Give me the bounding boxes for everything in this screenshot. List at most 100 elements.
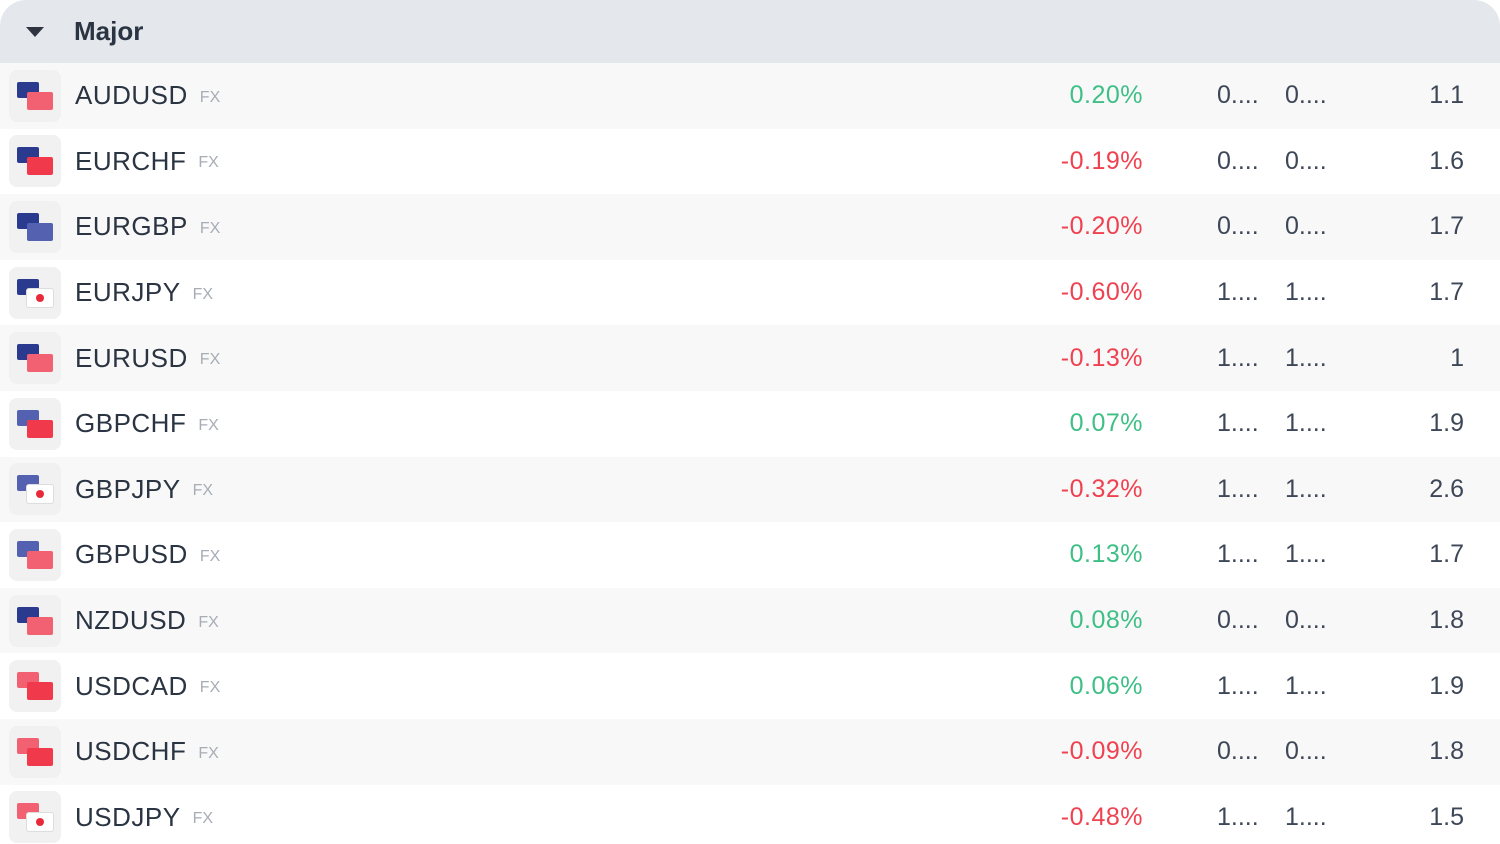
bid-price: 0.... <box>1217 81 1259 110</box>
symbol: GBPUSD <box>75 539 188 570</box>
spread: 2.6 <box>1429 474 1464 503</box>
asset-type-tag: FX <box>192 482 214 500</box>
currency-pair-flag-icon <box>9 266 61 319</box>
symbol: EURUSD <box>75 342 188 373</box>
bid-price: 0.... <box>1217 146 1259 175</box>
currency-pair-flag-icon <box>9 791 61 844</box>
instrument-row[interactable]: GBPJPY FX -0.32% 1.... 1.... 2.6 <box>0 456 1500 523</box>
currency-pair-flag-icon <box>9 528 61 581</box>
instrument-row[interactable]: USDCAD FX 0.06% 1.... 1.... 1.9 <box>0 653 1500 719</box>
change-percent: 0.06% <box>1069 671 1143 700</box>
asset-type-tag: FX <box>198 154 219 172</box>
instrument-row[interactable]: EURUSD FX -0.13% 1.... 1.... 1 <box>0 325 1500 391</box>
change-percent: -0.09% <box>1060 737 1143 766</box>
bid-price: 1.... <box>1217 343 1259 372</box>
spread: 1.9 <box>1429 671 1464 700</box>
instrument-row[interactable]: AUDUSD FX 0.20% 0.... 0.... 1.1 <box>0 63 1500 129</box>
instrument-row[interactable]: GBPUSD FX 0.13% 1.... 1.... 1.7 <box>0 522 1500 588</box>
spread: 1.5 <box>1429 802 1464 831</box>
change-percent: 0.08% <box>1069 606 1143 635</box>
instrument-row[interactable]: USDCHF FX -0.09% 0.... 0.... 1.8 <box>0 718 1500 785</box>
bid-price: 1.... <box>1217 474 1259 503</box>
asset-type-tag: FX <box>192 285 214 303</box>
change-percent: 0.07% <box>1069 409 1143 438</box>
quote-flag-icon <box>27 288 53 307</box>
instrument-row[interactable]: EURCHF FX -0.19% 0.... 0.... 1.6 <box>0 128 1500 195</box>
group-title: Major <box>74 16 144 46</box>
currency-pair-flag-icon <box>9 725 61 778</box>
instrument-row[interactable]: NZDUSD FX 0.08% 0.... 0.... 1.8 <box>0 587 1500 654</box>
ask-price: 0.... <box>1285 212 1327 241</box>
asset-type-tag: FX <box>192 810 214 828</box>
instrument-row[interactable]: USDJPY FX -0.48% 1.... 1.... 1.5 <box>0 784 1500 844</box>
asset-type-tag: FX <box>198 744 219 762</box>
ask-price: 0.... <box>1285 146 1327 175</box>
quote-flag-icon <box>27 354 53 373</box>
quote-flag-icon <box>27 485 53 504</box>
currency-pair-flag-icon <box>9 660 61 713</box>
collapse-caret-icon[interactable] <box>26 26 44 37</box>
quote-flag-icon <box>27 813 53 832</box>
currency-pair-flag-icon <box>9 135 61 188</box>
ask-price: 1.... <box>1285 278 1327 307</box>
spread: 1.1 <box>1429 81 1464 110</box>
currency-pair-flag-icon <box>9 69 61 122</box>
bid-price: 0.... <box>1217 212 1259 241</box>
asset-type-tag: FX <box>199 679 221 697</box>
ask-price: 1.... <box>1285 474 1327 503</box>
spread: 1.7 <box>1429 212 1464 241</box>
asset-type-tag: FX <box>198 416 219 434</box>
symbol: EURCHF <box>75 145 187 176</box>
change-percent: -0.48% <box>1060 802 1143 831</box>
symbol: USDCAD <box>75 670 188 701</box>
instrument-row[interactable]: GBPCHF FX 0.07% 1.... 1.... 1.9 <box>0 390 1500 457</box>
change-percent: -0.19% <box>1060 146 1143 175</box>
symbol: USDCHF <box>75 736 187 767</box>
instrument-row[interactable]: EURGBP FX -0.20% 0.... 0.... 1.7 <box>0 194 1500 260</box>
ask-price: 0.... <box>1285 737 1327 766</box>
symbol: NZDUSD <box>75 605 187 636</box>
symbol: EURJPY <box>75 277 181 308</box>
change-percent: -0.20% <box>1060 212 1143 241</box>
asset-type-tag: FX <box>198 613 219 631</box>
currency-pair-flag-icon <box>9 594 61 647</box>
quote-flag-icon <box>27 747 53 766</box>
instrument-list: AUDUSD FX 0.20% 0.... 0.... 1.1 EURCHF F… <box>0 63 1500 844</box>
spread: 1.7 <box>1429 540 1464 569</box>
symbol: GBPJPY <box>75 473 181 504</box>
asset-type-tag: FX <box>199 88 221 106</box>
asset-type-tag: FX <box>199 219 221 237</box>
ask-price: 1.... <box>1285 802 1327 831</box>
currency-pair-flag-icon <box>9 397 61 450</box>
group-header-major[interactable]: Major <box>0 0 1500 63</box>
spread: 1.6 <box>1429 146 1464 175</box>
ask-price: 0.... <box>1285 606 1327 635</box>
bid-price: 1.... <box>1217 802 1259 831</box>
bid-price: 1.... <box>1217 278 1259 307</box>
ask-price: 0.... <box>1285 81 1327 110</box>
ask-price: 1.... <box>1285 671 1327 700</box>
bid-price: 1.... <box>1217 671 1259 700</box>
ask-price: 1.... <box>1285 540 1327 569</box>
quote-flag-icon <box>27 222 53 241</box>
change-percent: -0.60% <box>1060 278 1143 307</box>
spread: 1.8 <box>1429 606 1464 635</box>
instrument-row[interactable]: EURJPY FX -0.60% 1.... 1.... 1.7 <box>0 259 1500 326</box>
bid-price: 0.... <box>1217 737 1259 766</box>
asset-type-tag: FX <box>199 351 221 369</box>
asset-type-tag: FX <box>199 547 221 565</box>
quote-flag-icon <box>27 419 53 438</box>
quote-flag-icon <box>27 682 53 701</box>
bid-price: 0.... <box>1217 606 1259 635</box>
spread: 1.7 <box>1429 278 1464 307</box>
change-percent: -0.13% <box>1060 343 1143 372</box>
ask-price: 1.... <box>1285 343 1327 372</box>
currency-pair-flag-icon <box>9 463 61 516</box>
symbol: GBPCHF <box>75 408 187 439</box>
bid-price: 1.... <box>1217 540 1259 569</box>
quote-flag-icon <box>27 550 53 569</box>
quote-flag-icon <box>27 616 53 635</box>
spread: 1.9 <box>1429 409 1464 438</box>
ask-price: 1.... <box>1285 409 1327 438</box>
quote-flag-icon <box>27 91 53 110</box>
